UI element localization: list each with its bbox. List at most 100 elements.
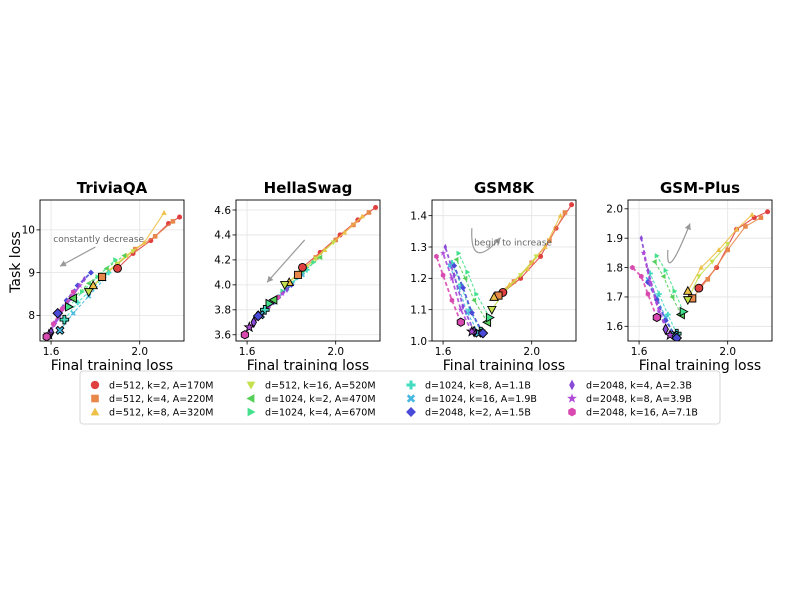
- y-tick-label: 4.4: [214, 230, 231, 242]
- final-point: [694, 283, 704, 293]
- legend-label: d=512, k=2, A=170M: [109, 381, 214, 392]
- data-point: [660, 273, 666, 280]
- data-point: [165, 220, 172, 227]
- final-point: [268, 294, 278, 305]
- y-tick-label: 1.8: [606, 262, 623, 274]
- annotation-arrow: [59, 246, 96, 267]
- final-point: [265, 298, 275, 309]
- data-point: [317, 254, 323, 261]
- data-point: [304, 267, 310, 273]
- final-point: [652, 312, 661, 323]
- final-point: [252, 310, 264, 322]
- series-line-10: [442, 252, 473, 333]
- plot-area: [434, 202, 575, 339]
- data-point: [705, 277, 711, 282]
- data-point: [461, 303, 465, 310]
- legend-label: d=2048, k=4, A=2.3B: [586, 381, 692, 392]
- data-point: [749, 211, 755, 217]
- final-point: [293, 270, 303, 279]
- data-point: [87, 269, 94, 276]
- legend-item: d=512, k=2, A=170M: [90, 380, 214, 392]
- final-point: [113, 263, 122, 273]
- legend-item: d=2048, k=2, A=1.5B: [406, 407, 531, 419]
- final-point: [55, 325, 65, 335]
- plot-frame: [431, 199, 577, 342]
- x-tick-label: 1.6: [631, 346, 648, 358]
- data-point: [538, 253, 544, 259]
- final-point: [52, 307, 64, 319]
- arrow-head: [267, 275, 274, 283]
- data-point: [651, 259, 657, 265]
- data-point: [70, 289, 76, 295]
- legend-label: d=512, k=16, A=520M: [265, 381, 376, 392]
- data-point: [524, 266, 530, 271]
- final-point: [664, 328, 676, 341]
- data-point: [337, 232, 343, 238]
- legend-label: d=1024, k=2, A=470M: [265, 394, 376, 405]
- panel-title: TriviaQA: [77, 179, 148, 197]
- data-point: [359, 213, 365, 219]
- x-tick-label: 2.0: [131, 346, 148, 358]
- series-line-4: [654, 261, 682, 315]
- data-point: [443, 243, 448, 251]
- grid: [236, 200, 380, 341]
- data-point: [51, 321, 56, 327]
- legend-item: d=512, k=8, A=320M: [90, 407, 214, 419]
- data-point: [85, 280, 91, 286]
- final-point: [477, 327, 489, 339]
- data-point: [152, 234, 158, 239]
- series-line-5: [656, 255, 684, 312]
- data-point: [113, 257, 119, 263]
- data-point: [765, 209, 771, 215]
- data-point: [80, 289, 85, 295]
- final-point: [456, 317, 465, 327]
- x-axis-label: Final training loss: [51, 358, 173, 374]
- legend-marker: [406, 394, 416, 403]
- series-line-7: [259, 274, 303, 316]
- final-point: [97, 272, 107, 281]
- data-point: [465, 269, 471, 275]
- y-tick-label: 1.0: [410, 336, 427, 348]
- data-point: [148, 238, 154, 244]
- series-line-6: [63, 272, 110, 320]
- legend-label: d=512, k=8, A=320M: [109, 408, 214, 419]
- data-point: [449, 297, 455, 303]
- final-point: [489, 291, 499, 301]
- y-tick-label: 4.6: [214, 205, 231, 217]
- legend-item: d=2048, k=8, A=3.9B: [567, 393, 692, 405]
- arrow-head: [684, 223, 691, 231]
- legend-marker: [246, 381, 256, 390]
- data-point: [366, 210, 372, 215]
- final-point: [67, 293, 77, 304]
- data-point: [462, 275, 468, 281]
- data-point: [373, 204, 379, 211]
- legend-item: d=2048, k=16, A=7.1B: [568, 408, 698, 419]
- y-tick-label: 1.2: [410, 273, 427, 285]
- data-point: [471, 297, 477, 303]
- panel-gsm-plus: 1.6 2.0 1.6 1.7 1.8 1.9 2.0 GSM-Plus Final train…: [606, 179, 773, 374]
- legend-item: d=512, k=4, A=220M: [91, 394, 214, 405]
- data-point: [542, 244, 548, 250]
- series-line-10: [48, 284, 81, 336]
- x-tick-label: 2.0: [523, 346, 540, 358]
- data-point: [743, 224, 748, 229]
- data-point: [434, 253, 439, 260]
- legend-marker: [90, 380, 100, 390]
- legend-label: d=2048, k=8, A=3.9B: [586, 394, 692, 405]
- y-tick-label: 1.3: [410, 242, 427, 254]
- final-point: [42, 332, 51, 341]
- data-point: [533, 254, 539, 260]
- data-point: [451, 262, 458, 269]
- data-point: [82, 275, 87, 283]
- plot-frame: [235, 199, 381, 342]
- data-point: [330, 240, 337, 246]
- data-point: [452, 271, 456, 279]
- x-axis-label: Final training loss: [247, 358, 369, 374]
- x-tick-label: 1.6: [43, 346, 60, 358]
- legend-label: d=1024, k=8, A=1.1B: [425, 381, 531, 392]
- data-point: [725, 241, 731, 247]
- y-tick-label: 1.9: [606, 233, 623, 245]
- data-point: [647, 279, 654, 285]
- final-point: [279, 281, 290, 291]
